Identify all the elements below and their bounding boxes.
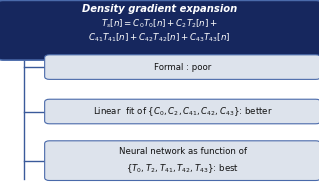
Text: Formal : poor: Formal : poor [154, 63, 211, 72]
Text: Density gradient expansion: Density gradient expansion [82, 4, 237, 13]
Text: $T_s[n] = C_0T_0[n] + C_2T_2[n] +$: $T_s[n] = C_0T_0[n] + C_2T_2[n] +$ [101, 17, 218, 30]
Text: Neural network as function of: Neural network as function of [119, 147, 247, 156]
FancyBboxPatch shape [45, 141, 319, 180]
FancyBboxPatch shape [45, 99, 319, 124]
Text: $\{T_0, T_2, T_{41}, T_{42}, T_{43}\}$: best: $\{T_0, T_2, T_{41}, T_{42}, T_{43}\}$: … [126, 162, 239, 175]
Text: Linear  fit of $\{C_0, C_2, C_{41}, C_{42}, C_{43}\}$: better: Linear fit of $\{C_0, C_2, C_{41}, C_{42… [93, 105, 272, 118]
FancyBboxPatch shape [0, 0, 319, 60]
Text: $C_{41}T_{41}[n]+C_{42}T_{42}[n]+C_{43}T_{43}[n]$: $C_{41}T_{41}[n]+C_{42}T_{42}[n]+C_{43}T… [88, 32, 231, 44]
FancyBboxPatch shape [45, 55, 319, 79]
